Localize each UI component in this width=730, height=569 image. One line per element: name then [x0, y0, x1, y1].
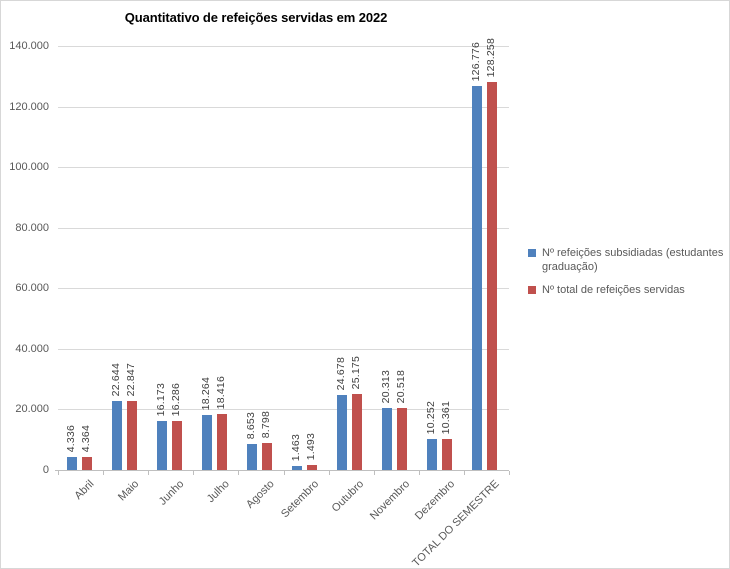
- bar-value-label: 20.518: [395, 369, 408, 403]
- bar-value-label: 1.463: [290, 433, 303, 461]
- gridline: [58, 409, 509, 411]
- bar-total: [442, 439, 453, 470]
- bar-value-label: 10.361: [440, 400, 453, 434]
- bar-value-label: 16.286: [169, 382, 182, 416]
- x-axis-tick: [418, 471, 420, 475]
- bar-value-label: 1.493: [305, 432, 318, 460]
- y-axis-tick-label: 40.000: [15, 342, 49, 355]
- bar-subsidiadas: [427, 439, 438, 470]
- legend-color-swatch-icon: [528, 249, 536, 257]
- bar-subsidiadas: [111, 401, 122, 470]
- y-axis-tick-label: 60.000: [15, 282, 49, 295]
- x-axis-tick: [509, 471, 510, 475]
- x-axis-tick: [238, 471, 240, 475]
- gridline: [58, 288, 509, 290]
- x-axis-tick: [373, 471, 375, 475]
- y-axis-tick-label: 120.000: [9, 100, 49, 113]
- bar-value-label: 126.776: [470, 41, 483, 81]
- x-axis-label: Maio: [115, 478, 142, 504]
- bar-value-label: 8.653: [244, 411, 257, 439]
- x-axis-label: Junho: [156, 478, 187, 508]
- x-axis-tick: [283, 471, 285, 475]
- bar-total: [487, 82, 498, 470]
- gridline: [58, 348, 509, 350]
- bar-total: [81, 457, 92, 470]
- bar-subsidiadas: [66, 457, 77, 470]
- bar-subsidiadas: [246, 444, 257, 470]
- legend-item-label: Nº refeições subsidiadas (estudantes gra…: [542, 247, 724, 273]
- x-axis-label: Abril: [71, 478, 97, 503]
- bar-subsidiadas: [201, 415, 212, 470]
- bar-value-label: 4.364: [79, 424, 92, 452]
- bar-subsidiadas: [156, 421, 167, 470]
- bar-total: [261, 443, 272, 470]
- x-axis-label: Agosto: [243, 478, 277, 511]
- x-axis-label: Setembro: [279, 478, 322, 521]
- bar-value-label: 18.416: [214, 375, 227, 409]
- bar-subsidiadas: [292, 466, 303, 470]
- legend-item: Nº refeições subsidiadas (estudantes gra…: [528, 246, 728, 274]
- bar-value-label: 16.173: [154, 382, 167, 416]
- bar-value-label: 18.264: [199, 376, 212, 410]
- bar-total: [397, 408, 408, 470]
- x-axis-tick: [58, 471, 59, 475]
- y-axis-tick-label: 80.000: [15, 221, 49, 234]
- bar-value-label: 4.336: [64, 424, 77, 452]
- bar-value-label: 10.252: [425, 400, 438, 434]
- bar-subsidiadas: [382, 408, 393, 470]
- bar-total: [216, 414, 227, 470]
- bar-value-label: 20.313: [380, 369, 393, 403]
- y-axis-tick-label: 0: [42, 464, 49, 476]
- x-axis-line: [55, 470, 509, 471]
- y-axis-tick-label: 20.000: [15, 403, 49, 416]
- legend-color-swatch-icon: [528, 286, 536, 294]
- bar-total: [126, 401, 137, 470]
- x-axis-label: Julho: [204, 478, 232, 506]
- x-axis-label: Outubro: [330, 478, 367, 515]
- bar-value-label: 24.678: [335, 356, 348, 390]
- x-axis-tick: [193, 471, 195, 475]
- chart-title: Quantitativo de refeições servidas em 20…: [124, 10, 388, 25]
- legend-item: Nº total de refeições servidas: [528, 283, 728, 297]
- gridline: [58, 167, 509, 169]
- bar-total: [307, 465, 318, 470]
- x-axis-tick: [148, 471, 150, 475]
- legend-item-label: Nº total de refeições servidas: [542, 284, 685, 296]
- x-axis-tick: [103, 471, 105, 475]
- legend: Nº refeições subsidiadas (estudantes gra…: [528, 246, 728, 306]
- gridline: [58, 227, 509, 229]
- bar-subsidiadas: [472, 86, 483, 470]
- bar-total: [352, 394, 363, 470]
- x-axis-tick: [328, 471, 330, 475]
- gridline: [58, 46, 509, 47]
- x-axis-label: Dezembro: [412, 478, 457, 523]
- x-axis-label: TOTAL DO SEMESTRE: [410, 478, 502, 569]
- y-axis-tick-label: 100.000: [9, 161, 49, 174]
- bar-total: [171, 421, 182, 470]
- gridline: [58, 106, 509, 108]
- x-axis-label: Novembro: [367, 478, 412, 523]
- bar-value-label: 128.258: [485, 37, 498, 77]
- bar-subsidiadas: [337, 395, 348, 470]
- bar-value-label: 22.847: [124, 362, 137, 396]
- bar-value-label: 8.798: [259, 410, 272, 438]
- x-axis-tick: [463, 471, 465, 475]
- bar-value-label: 25.175: [350, 355, 363, 389]
- y-axis-tick-label: 140.000: [9, 40, 49, 52]
- bar-value-label: 22.644: [109, 362, 122, 396]
